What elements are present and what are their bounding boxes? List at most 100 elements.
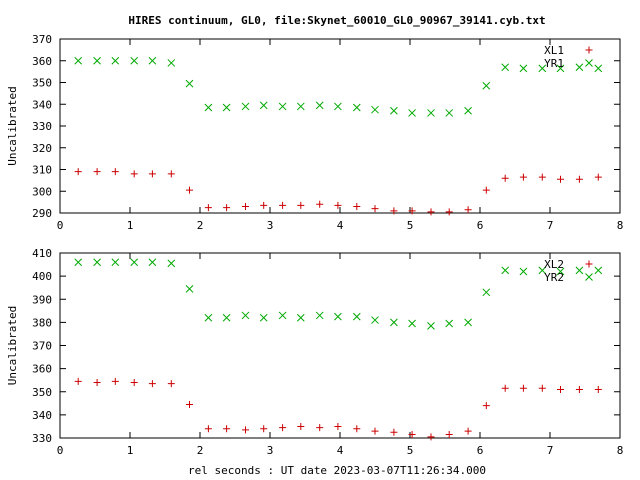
y-tick-label: 390 [32,293,52,306]
data-point [186,186,193,194]
x-tick-label: 5 [407,219,414,232]
y-axis-label: Uncalibrated [6,306,19,385]
data-point [278,102,287,111]
data-point [167,170,175,178]
legend-label: XL2 [544,258,564,271]
y-tick-label: 370 [32,33,52,46]
x-tick-label: 3 [267,444,274,457]
data-point [538,173,546,181]
data-point [464,206,472,214]
y-tick-label: 330 [32,432,52,445]
data-point [594,173,602,181]
data-point [408,207,416,215]
y-tick-label: 360 [32,55,52,68]
data-point [538,64,547,73]
y-tick-label: 400 [32,270,52,283]
legend-marker [585,59,593,67]
x-tick-label: 6 [477,219,484,232]
data-point [334,201,342,209]
data-point [130,56,139,65]
data-point [519,64,528,73]
data-point [353,202,361,210]
y-tick-label: 340 [32,98,52,111]
plot-frame [59,252,621,439]
data-point [390,106,398,115]
data-point [111,258,120,267]
y-tick-label: 320 [32,142,52,155]
legend-marker [585,260,593,268]
data-point [464,318,472,327]
data-point [316,200,324,208]
data-point [594,385,602,393]
data-point [594,266,603,275]
data-point [352,103,361,112]
data-point [242,202,249,210]
data-point [371,105,379,114]
data-point [204,204,212,212]
data-point [501,266,510,275]
data-point [93,168,101,176]
lower-panel: 330 340 350 360 370 380 390 400 410 0 1 2 3 4 5 6 7 8 Unca… [6,247,623,457]
data-point [538,384,546,392]
data-point [223,425,231,433]
y-tick-label: 360 [32,363,52,376]
data-point [334,102,342,111]
data-point [167,259,176,268]
data-point [204,103,213,112]
y-tick-label: 340 [32,409,52,422]
data-point [575,175,583,183]
data-point [260,425,268,433]
data-point [148,380,156,388]
data-point [222,313,231,322]
data-point [501,384,509,392]
upper-panel: 290 300 310 320 330 340 350 360 370 0 1 2 3 4 5 6 7 8 Unca… [6,33,623,232]
data-point [390,207,398,215]
data-point [74,168,82,176]
data-point [334,422,342,430]
data-point [204,425,212,433]
x-tick-label: 2 [197,444,204,457]
data-point [259,313,268,322]
data-point [74,258,83,267]
data-point [167,380,175,388]
data-point [130,379,138,386]
data-point [74,377,82,385]
data-point [482,402,490,410]
data-point [501,174,509,182]
y-tick-label: 380 [32,316,52,329]
data-point [111,377,119,385]
data-point [371,316,379,324]
data-point [241,102,250,111]
data-point [241,311,250,320]
x-tick-label: 1 [127,444,134,457]
data-point [111,56,120,65]
data-point [111,168,119,176]
y-tick-label: 350 [32,386,52,399]
data-point [278,311,287,320]
x-tick-label: 5 [407,444,414,457]
x-tick-label: 1 [127,219,134,232]
data-point [93,258,101,267]
y-tick-label: 300 [32,185,52,198]
data-point [371,427,379,435]
data-point [148,170,156,178]
legend-label: XL1 [544,44,564,57]
data-point [185,284,194,293]
data-point [427,321,435,330]
data-point [259,101,268,110]
legend-label: YR2 [544,271,564,284]
y-tick-label: 310 [32,164,52,177]
y-tick-label: 350 [32,77,52,90]
data-point [390,318,398,327]
data-point [556,267,565,276]
data-point [427,208,435,216]
series-xl1 [74,168,602,216]
series-yr2 [74,258,603,330]
data-point [408,319,416,328]
data-point [445,208,453,216]
y-tick-label: 370 [32,340,52,353]
data-point [408,109,416,117]
x-tick-label: 8 [617,219,624,232]
data-point [93,379,101,386]
data-point [93,56,101,65]
